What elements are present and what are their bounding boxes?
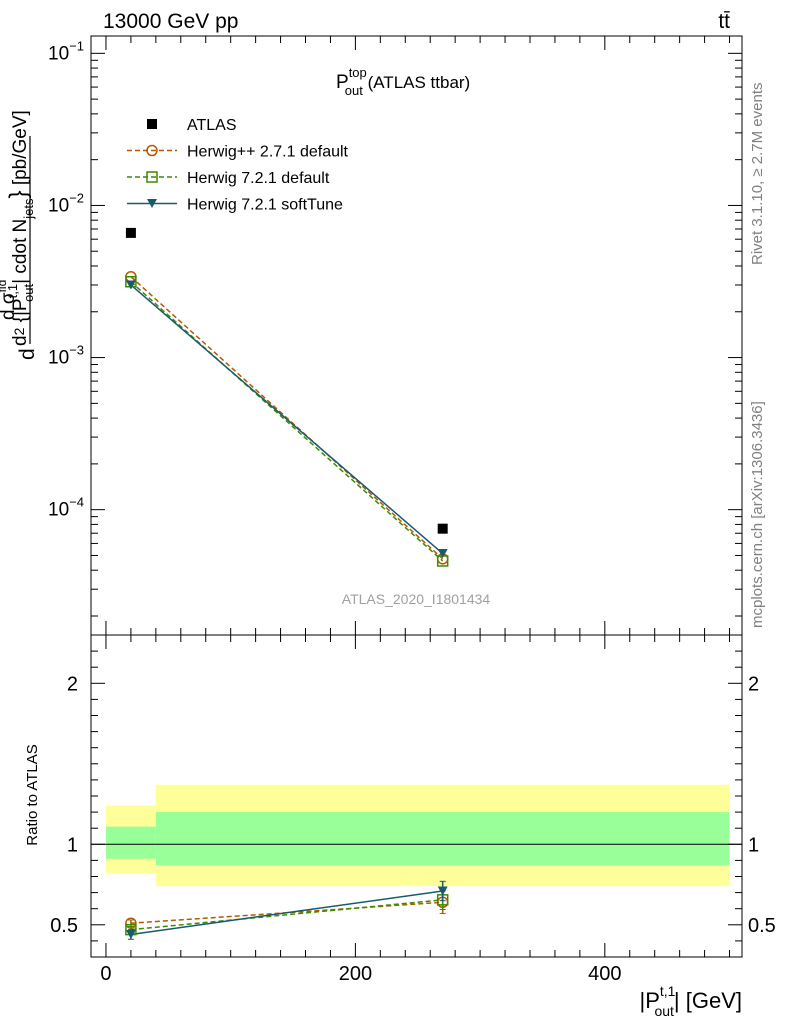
ratio-ylabel: Ratio to ATLAS [24,744,41,845]
xlabel-sup: t,1 [660,983,676,999]
legend: ATLAS Herwig++ 2.7.1 default Herwig 7.2.1 … [127,117,349,214]
series-line [130,281,444,562]
legend-marker [147,119,157,129]
legend-label: Herwig++ 2.7.1 default [187,144,349,161]
legend-marker [147,199,157,208]
main-title-symbol: P [336,72,349,93]
ratio-y-tick-label: 0.5 [50,915,78,937]
ratio-y-tick-label: 2 [67,673,78,695]
analysis-id: ATLAS_2020_I1801434 [342,591,491,607]
ratio-bands [91,784,742,887]
energy-label: 13000 GeV pp [103,10,238,33]
rivet-version-label: Rivet 3.1.10, ≥ 2.7M events [749,83,766,266]
main-ylabel: d d2 {|Pt,1out| cdot Njets} [pb/GeV] d σ… [0,110,39,360]
ratio-y-tick-label-right: 0.5 [748,915,776,937]
uncertainty-band-inner [155,812,730,866]
ratio-data-point [125,929,136,939]
ratio-axes: 0.5 0.5 1 1 2 2 0 200 400 [50,634,776,985]
ratio-xlabel: |Pt,1 out| [GeV] [639,983,742,1019]
main-title-sub: out [345,83,363,98]
main-title: Ptop out (ATLAS ttbar) [336,65,470,98]
main-title-rest: (ATLAS ttbar) [363,73,470,92]
legend-marker [146,171,158,183]
main-title-sup: top [349,65,367,80]
ratio-data-point [437,886,448,896]
ratio-frame [90,634,743,958]
series-line [130,276,444,560]
xlabel-rest: | [GeV] [674,988,742,1013]
series-line [130,284,444,555]
xlabel-sub: out [654,1003,674,1019]
main-series-group [125,227,449,567]
ylabel-fraction: d2 {|Pt,1out| cdot Njets} [pb/GeV] [5,110,36,346]
xlabel-main: |P [639,988,659,1013]
legend-label: ATLAS [187,117,237,134]
process-label: tt̄ [718,10,730,33]
x-tick-label: 0 [100,963,111,985]
data-point [125,280,136,290]
ratio-series-group [125,880,449,940]
mcplots-label: mcplots.cern.ch [arXiv:1306.3436] [749,401,766,628]
data-point [437,549,448,559]
ratio-y-tick-label-right: 1 [748,834,759,856]
data-point [437,523,448,534]
legend-label: Herwig 7.2.1 softTune [187,197,343,214]
uncertainty-band-inner [105,826,156,859]
x-tick-label: 200 [339,963,372,985]
y-tick-label: 10−3 [48,343,84,369]
legend-label: Herwig 7.2.1 default [187,170,330,187]
ratio-series-line [130,899,443,931]
legend-marker [146,144,158,157]
ratio-series-line [130,890,443,936]
ratio-y-tick-label: 1 [67,834,78,856]
x-tick-label: 400 [588,963,621,985]
ratio-y-tick-label-right: 2 [748,673,759,695]
svg-text:d: d [16,348,39,360]
data-point [125,227,136,238]
